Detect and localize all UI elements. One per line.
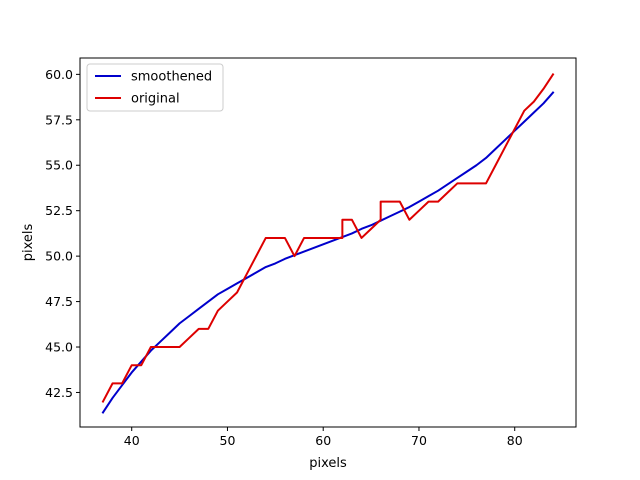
legend-label-smoothened: smoothened [131,70,212,85]
y-tick-label: 47.5 [45,294,73,309]
y-tick-label: 42.5 [45,385,73,400]
axis-ticks: 40 50 60 70 80 42.5 45.0 47.5 50.0 52.5 55.0 57.5 60… [45,67,523,448]
y-tick-label: 50.0 [45,249,73,264]
x-axis-label: pixels [309,456,347,471]
series-line-smoothened [101,91,555,414]
y-axis-label: pixels [21,224,36,262]
legend: smoothened original [86,63,224,112]
plot-area [101,72,555,414]
x-tick-label: 60 [315,433,331,448]
x-tick-label: 40 [124,433,140,448]
y-tick-label: 57.5 [45,112,73,127]
x-tick-label: 50 [220,433,236,448]
x-tick-label: 70 [411,433,427,448]
y-tick-label: 60.0 [45,67,73,82]
y-tick-label: 55.0 [45,158,73,173]
axes-frame [79,57,577,428]
x-tick-label: 80 [507,433,523,448]
y-tick-label: 45.0 [45,340,73,355]
series-line-original [101,72,555,403]
y-tick-label: 52.5 [45,203,73,218]
legend-label-original: original [131,92,180,107]
